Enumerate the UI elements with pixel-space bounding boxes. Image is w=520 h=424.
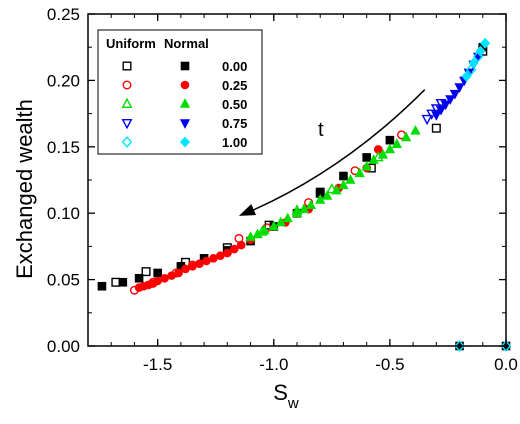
- data-point: [118, 277, 128, 287]
- data-point: [259, 224, 270, 235]
- data-point: [245, 231, 256, 241]
- legend-marker-uniform: [122, 61, 132, 71]
- data-point: [338, 179, 349, 190]
- data-point: [468, 57, 479, 69]
- legend-marker-uniform: [122, 80, 132, 90]
- legend-marker-uniform: [121, 118, 133, 130]
- y-tick-label: 0.00: [47, 337, 80, 356]
- legend-label: 0.00: [222, 59, 247, 74]
- data-point: [195, 259, 204, 268]
- data-point: [421, 114, 433, 126]
- legend-header-uniform: Uniform: [106, 36, 156, 51]
- legend-label: 1.00: [222, 135, 247, 150]
- series-normal-0.25: [134, 145, 383, 292]
- x-axis-title-subscript: w: [287, 395, 299, 412]
- data-point: [209, 254, 218, 263]
- time-arrow-head: [238, 204, 257, 216]
- data-point: [326, 183, 338, 194]
- series-normal-1.00: [461, 37, 491, 82]
- legend-box: [97, 29, 263, 155]
- x-axis-title-main: S: [273, 380, 288, 405]
- legend-label: 0.75: [222, 116, 247, 131]
- legend-label: 0.50: [222, 97, 247, 112]
- data-point: [236, 240, 246, 250]
- legend-rows: 0.00 0.25 0.50 0.75 1.00: [121, 59, 247, 150]
- data-point: [160, 273, 169, 283]
- legend-marker-normal: [180, 80, 190, 90]
- x-tick-label: -0.5: [375, 355, 404, 374]
- data-point: [384, 143, 396, 154]
- legend-marker-normal: [180, 136, 190, 148]
- x-tick-label: -1.5: [143, 355, 172, 374]
- data-point: [153, 276, 162, 286]
- data-point: [361, 160, 372, 171]
- data-point: [216, 251, 225, 260]
- data-point: [440, 100, 451, 111]
- axis-ticks: -1.5 -1.0 -0.5 0.0 0.00 0.05 0.10 0.15 0.20 0.25: [47, 5, 518, 374]
- data-point: [391, 138, 402, 148]
- y-tick-label: 0.10: [47, 204, 80, 223]
- data-point: [445, 95, 456, 105]
- data-point: [410, 124, 421, 135]
- series-normal-0.50: [245, 124, 421, 241]
- data-point: [377, 148, 389, 159]
- legend: Uniform Normal 0.00 0.25 0.50 0.75 1.00: [97, 29, 263, 155]
- data-point: [331, 184, 342, 195]
- data-point: [354, 167, 365, 178]
- data-point: [465, 63, 477, 76]
- data-point: [500, 340, 512, 352]
- data-point: [461, 70, 472, 82]
- legend-marker-normal: [180, 61, 190, 71]
- data-point: [230, 244, 239, 254]
- data-point: [188, 262, 197, 271]
- data-point: [435, 105, 447, 116]
- y-tick-label: 0.20: [47, 71, 80, 90]
- data-point: [223, 248, 232, 258]
- x-tick-label: 0.0: [494, 355, 518, 374]
- legend-marker-uniform: [121, 136, 133, 148]
- data-point: [141, 267, 151, 277]
- data-point: [167, 271, 176, 280]
- data-point: [282, 212, 293, 223]
- data-point: [362, 153, 371, 162]
- data-point: [305, 199, 317, 210]
- x-tick-label: -1.0: [259, 355, 288, 374]
- data-point: [134, 273, 144, 283]
- data-point: [454, 83, 465, 93]
- data-point: [181, 264, 190, 274]
- time-arrow: [246, 89, 426, 214]
- data-point: [111, 277, 121, 287]
- data-point: [431, 123, 441, 133]
- data-point: [454, 340, 465, 352]
- data-point: [480, 37, 491, 49]
- legend-marker-normal: [179, 119, 191, 129]
- data-point: [153, 268, 162, 278]
- data-point: [97, 281, 107, 291]
- data-point: [174, 268, 183, 278]
- data-point: [322, 190, 333, 200]
- data-point: [475, 45, 486, 57]
- data-point: [431, 111, 442, 121]
- y-tick-label: 0.05: [47, 271, 80, 290]
- time-arrow-label: t: [318, 119, 324, 141]
- data-point: [385, 135, 395, 145]
- data-point: [345, 174, 356, 184]
- legend-header-normal: Normal: [164, 36, 209, 51]
- time-arrow-annotation: t: [238, 89, 426, 216]
- legend-marker-uniform: [121, 97, 133, 109]
- series-uniform-1.00: [454, 50, 512, 352]
- legend-marker-normal: [179, 98, 191, 108]
- y-tick-label: 0.15: [47, 138, 80, 157]
- data-point: [368, 154, 379, 164]
- data-point: [202, 256, 211, 266]
- legend-label: 0.25: [222, 78, 247, 93]
- data-point: [339, 171, 348, 181]
- data-point: [401, 131, 412, 142]
- y-tick-label: 0.25: [47, 5, 80, 24]
- data-point: [449, 89, 461, 100]
- y-axis-title: Exchanged wealth: [12, 99, 37, 279]
- x-axis-title: Sw: [273, 380, 299, 412]
